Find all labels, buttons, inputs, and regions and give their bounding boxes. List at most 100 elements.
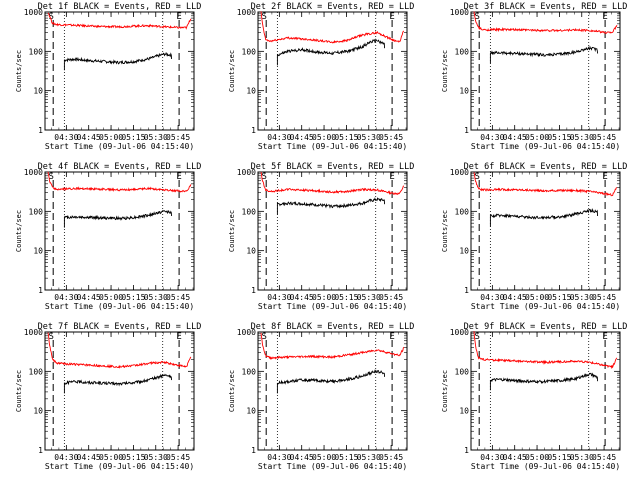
chart-panel-4: Det 4f BLACK = Events, RED = LLD 1 10 100 10… [15,162,201,311]
start-marker-label: S [48,12,53,22]
x-tick-label: 04:45 [503,453,527,462]
y-tick-label: 10 [33,87,43,96]
y-tick-label: 10 [459,407,469,416]
x-tick-label: 05:15 [334,453,358,462]
x-tick-label: 05:45 [379,293,403,302]
y-tick-label: 1 [38,126,43,135]
plot-frame [257,11,408,131]
start-marker-label: S [474,172,479,182]
x-tick-label: 05:30 [357,293,381,302]
x-tick-label: 05:45 [592,293,616,302]
x-tick-label: 05:45 [592,133,616,142]
x-tick-label: 05:15 [547,133,571,142]
x-axis-label: Start Time (09-Jul-06 04:15:40) [258,302,407,311]
plot-frame [257,171,408,291]
y-tick-label: 10 [246,407,256,416]
series-line-lld [473,331,618,370]
y-tick-label: 1 [38,446,43,455]
y-tick-label: 10 [246,87,256,96]
x-tick-label: 04:30 [54,293,78,302]
x-axis-label: Start Time (09-Jul-06 04:15:40) [258,142,407,151]
x-tick-label: 05:15 [121,133,145,142]
x-tick-label: 04:45 [77,293,101,302]
y-tick-label: 1000 [450,168,469,177]
y-tick-label: 1000 [237,168,256,177]
x-tick-label: 05:00 [525,133,549,142]
x-tick-label: 05:45 [592,453,616,462]
x-tick-label: 05:45 [379,453,403,462]
series-line-events [489,372,599,391]
x-tick-label: 05:45 [166,293,190,302]
end-marker-label: E [389,332,394,342]
series-line-lld [473,11,618,34]
end-marker-label: E [602,12,607,22]
x-tick-label: 05:30 [144,453,168,462]
y-axis-label: Counts/sec [15,50,23,92]
x-tick-label: 05:30 [144,293,168,302]
plot-frame [470,171,621,291]
y-tick-label: 1 [464,126,469,135]
chart-title: Det 6f BLACK = Events, RED = LLD [464,162,628,172]
x-axis-label: Start Time (09-Jul-06 04:15:40) [45,462,194,471]
chart-panel-8: Det 8f BLACK = Events, RED = LLD 1 10 100 10… [228,322,414,471]
x-tick-label: 05:15 [121,453,145,462]
y-tick-label: 1 [251,286,256,295]
end-marker-label: E [389,172,394,182]
series-line-lld [47,12,192,30]
y-tick-label: 1 [38,286,43,295]
start-marker-label: S [474,332,479,342]
x-tick-label: 05:45 [379,133,403,142]
y-tick-label: 100 [29,367,44,376]
x-tick-label: 05:30 [570,453,594,462]
y-tick-label: 100 [455,47,470,56]
y-axis-label: Counts/sec [15,370,23,412]
chart-panel-5: Det 5f BLACK = Events, RED = LLD 1 10 100 10… [228,162,414,311]
y-tick-label: 1000 [24,328,43,337]
x-tick-label: 04:30 [267,293,291,302]
x-tick-label: 05:00 [99,453,123,462]
end-marker-label: E [176,12,181,22]
x-tick-label: 05:00 [525,293,549,302]
y-tick-label: 1000 [24,168,43,177]
x-tick-label: 04:45 [503,133,527,142]
y-tick-label: 10 [33,407,43,416]
x-tick-label: 05:15 [121,293,145,302]
series-line-events [276,369,386,394]
x-tick-label: 04:45 [503,293,527,302]
y-tick-label: 100 [455,207,470,216]
x-tick-label: 05:00 [99,293,123,302]
start-marker-label: S [261,12,266,22]
x-tick-label: 04:30 [480,293,504,302]
chart-panel-1: Det 1f BLACK = Events, RED = LLD 1 10 100 10… [15,2,201,151]
start-marker-label: S [261,172,266,182]
series-line-events [489,208,599,227]
y-tick-label: 10 [459,87,469,96]
chart-panel-9: Det 9f BLACK = Events, RED = LLD 1 10 100 10… [441,322,627,471]
series-line-lld [260,171,405,196]
x-axis-label: Start Time (09-Jul-06 04:15:40) [471,302,620,311]
y-tick-label: 1 [251,446,256,455]
chart-panel-7: Det 7f BLACK = Events, RED = LLD 1 10 100 10… [15,322,201,471]
chart-title: Det 2f BLACK = Events, RED = LLD [251,2,415,12]
y-tick-label: 1000 [237,8,256,17]
x-axis-label: Start Time (09-Jul-06 04:15:40) [45,142,194,151]
y-tick-label: 10 [459,247,469,256]
chart-title: Det 7f BLACK = Events, RED = LLD [38,322,202,332]
y-tick-label: 100 [29,207,44,216]
x-tick-label: 05:00 [312,133,336,142]
series-line-lld [260,11,404,44]
chart-panel-6: Det 6f BLACK = Events, RED = LLD 1 10 100 10… [441,162,627,311]
y-tick-label: 10 [33,247,43,256]
x-tick-label: 05:00 [525,453,549,462]
series-line-events [63,51,173,71]
x-axis-label: Start Time (09-Jul-06 04:15:40) [258,462,407,471]
y-tick-label: 1 [251,126,256,135]
plot-frame [470,11,621,131]
x-tick-label: 05:15 [547,453,571,462]
plot-frame [470,331,621,451]
x-tick-label: 04:45 [77,453,101,462]
y-tick-label: 1 [464,286,469,295]
series-line-events [489,45,599,64]
x-tick-label: 04:30 [54,453,78,462]
x-tick-label: 05:30 [570,293,594,302]
